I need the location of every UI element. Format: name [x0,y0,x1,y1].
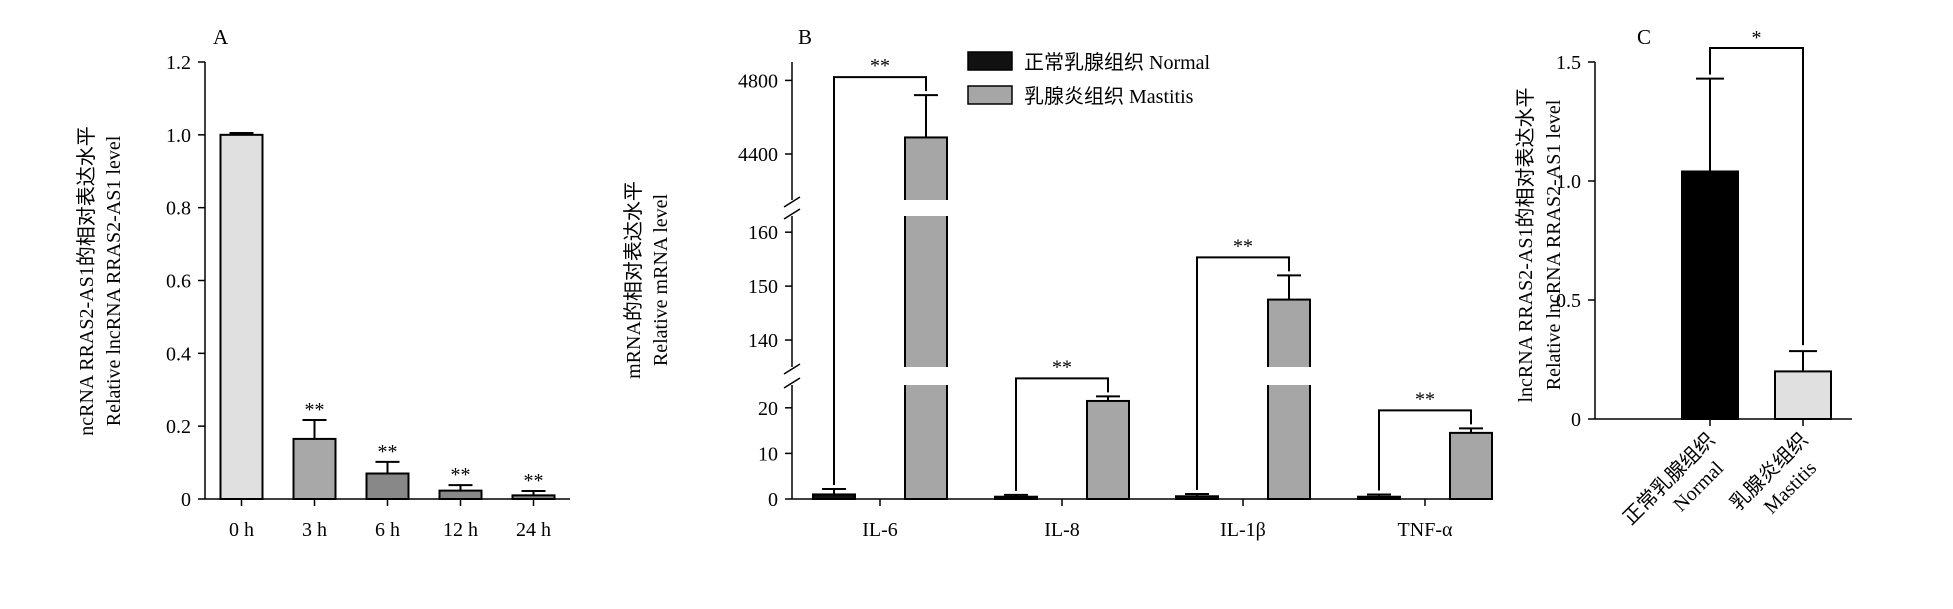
panel-a-significance: ** [451,464,471,486]
panel-b-xtick-label: IL-6 [862,519,898,541]
panel-b-letter: B [798,25,812,49]
panel-a-ytick-label: 0 [181,489,191,511]
panel-a-bar [365,472,410,500]
panel-b-ytick-label: 20 [758,398,778,420]
panel-b-significance: ** [1052,356,1072,378]
panel-b-ylabel-en: Relative mRNA level [650,193,672,366]
panel-a-significance: ** [524,470,544,492]
panel-b-axis-break-mark [783,377,801,389]
panel-b-bar [1449,431,1493,501]
panel-b-ytick-label: 10 [758,443,778,465]
panel-b-xtick-label: IL-8 [1044,519,1080,541]
panel-b-legend-label: 乳腺炎组织 Mastitis [1024,85,1194,108]
panel-b-xtick-label: IL-1β [1220,519,1266,541]
panel-b-significance: ** [1233,235,1253,257]
panel-a-ylabel-en: Relative lncRNA RRAS2-AS1 level [103,135,125,426]
panel-b-bar [1357,495,1401,501]
panel-a-ytick-label: 1.2 [166,52,191,74]
panel-c-ylabel-cn: lncRNA RRAS2-AS1的相对表达水平 [1514,87,1537,402]
panel-a-ytick-label: 1.0 [166,125,191,147]
panel-a-ytick-label: 0.2 [166,416,191,438]
panel-b-significance-bracket [1015,377,1109,491]
panel-b-legend-swatch [967,85,1013,105]
panel-a-bar [511,494,556,501]
panel-b-legend-label: 正常乳腺组织 Normal [1024,51,1211,74]
panel-a-significance: ** [305,399,325,421]
panel-b-bar [994,495,1038,501]
panel-b-ytick-label: 4400 [738,144,778,166]
panel-b-ytick-label: 0 [768,489,778,511]
panel-a-letter: A [213,25,229,49]
panel-c: C 00.51.01.5 正常乳腺组织Normal乳腺炎组织Mastitis* … [1514,25,1852,548]
panel-b-bar [1267,298,1311,501]
panel-a-bar [292,437,337,501]
panel-b-bar-break-gap [903,367,949,385]
panel-c-ylabel-en: Relative lncRNA RRAS2-AS1 level [1543,99,1565,390]
panel-c-bar [1681,170,1739,420]
panel-b-axis-break-mark [783,208,801,220]
panel-a-xtick-label: 0 h [229,519,254,541]
panel-c-letter: C [1637,25,1651,49]
panel-a-ytick-label: 0.4 [166,343,191,365]
panel-a-xtick-label: 12 h [443,519,478,541]
panel-c-bar [1774,370,1832,420]
panel-a-xtick-label: 6 h [375,519,400,541]
panel-c-significance-bracket [1709,47,1804,346]
panel-b-ytick-label: 150 [748,276,778,298]
panel-b-ytick-label: 4800 [738,70,778,92]
panel-a-xtick-label: 3 h [302,519,327,541]
panel-b-significance: ** [870,55,890,77]
panel-b-axis-break-mark [783,196,801,208]
panel-b-bar [812,493,856,501]
panel-b-bar [1086,399,1130,500]
panel-b-significance-bracket [1196,256,1290,490]
panel-b-significance: ** [1415,388,1435,410]
panel-c-ytick-label: 1.0 [1556,171,1581,193]
panel-b-bar-break-gap [1266,367,1312,385]
panel-a-xtick-label: 24 h [516,519,551,541]
panel-b-bar-break-gap [903,200,949,216]
panel-a-bar [219,133,264,500]
panel-c-ytick-label: 0 [1571,409,1581,431]
panel-b-axis-break-mark [783,363,801,375]
panel-a-significance: ** [378,441,398,463]
panel-b-legend-swatch [967,51,1013,71]
panel-b-bar [1175,495,1219,501]
panel-c-xtick-label: 正常乳腺组织Normal [1618,428,1738,548]
panel-b-significance-bracket [1378,409,1472,491]
panel-a-ylabel-cn: ncRNA RRAS2-AS1的相对表达水平 [75,126,98,435]
panel-b-xtick-label: TNF-α [1398,519,1453,541]
panel-c-significance: * [1752,27,1762,49]
panel-b-significance-bracket [833,76,927,485]
panel-b-ytick-label: 140 [748,330,778,352]
panel-a: A 0 0.2 0.4 0.6 0.8 1.0 1.2 0 h 3 h ** 6 h ** 12 h *… [75,25,570,541]
panel-b-ytick-label: 160 [748,222,778,244]
panel-a-ytick-label: 0.8 [166,198,191,220]
panel-a-bar [438,489,483,501]
panel-b-bar [904,136,948,500]
panel-c-ytick-label: 1.5 [1556,52,1581,74]
panel-c-xtick-label: 乳腺炎组织Mastitis [1726,428,1831,533]
panel-c-ytick-label: 0.5 [1556,290,1581,312]
panel-b-ylabel-cn: mRNA的相对表达水平 [622,181,645,379]
panel-b: B 0 10 20 140 150 160 4400 4800 ** IL-6 ** IL-8 ** I… [622,25,1493,541]
panel-a-ytick-label: 0.6 [166,271,191,293]
